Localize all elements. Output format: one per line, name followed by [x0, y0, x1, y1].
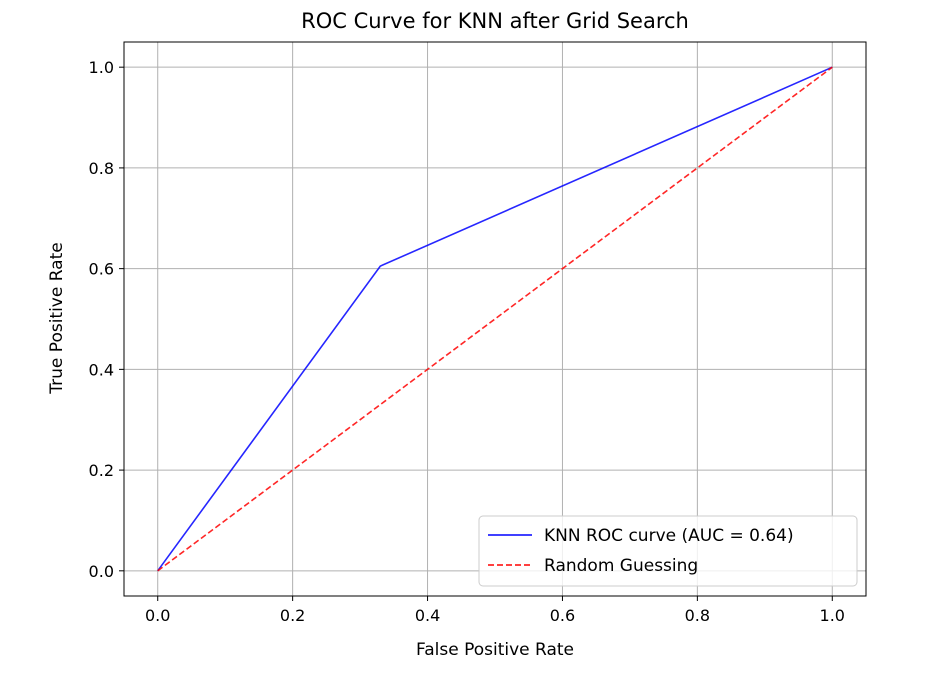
chart-title: ROC Curve for KNN after Grid Search	[301, 9, 689, 33]
plot-frame	[123, 41, 867, 597]
x-tick-label: 1.0	[820, 606, 845, 625]
x-tick-label: 0.2	[280, 606, 305, 625]
legend-label: Random Guessing	[544, 556, 698, 576]
grid	[124, 42, 866, 596]
y-tick-label: 0.8	[89, 159, 114, 178]
legend-label: KNN ROC curve (AUC = 0.64)	[544, 526, 794, 546]
y-tick-label: 0.4	[89, 360, 114, 379]
x-axis-label: False Positive Rate	[416, 640, 574, 660]
y-tick-label: 0.0	[89, 562, 114, 581]
legend-box	[478, 515, 858, 587]
series-layer	[157, 66, 833, 572]
y-tick-label: 1.0	[89, 58, 114, 77]
y-tick-label: 0.6	[89, 260, 114, 279]
y-axis-label: True Positive Rate	[47, 242, 67, 394]
x-tick-label: 0.8	[685, 606, 710, 625]
legend: KNN ROC curve (AUC = 0.64) Random Guessin…	[478, 515, 858, 587]
knn-roc-curve-line	[157, 66, 833, 572]
axis-ticks: 0.0 0.2 0.4 0.6 0.8 1.0 0.0 0.2 0.4 0.6 0.8 1.0	[89, 58, 845, 625]
x-tick-label: 0.0	[145, 606, 170, 625]
y-tick-label: 0.2	[89, 461, 114, 480]
x-tick-label: 0.6	[550, 606, 575, 625]
random-guessing-line	[157, 66, 833, 572]
x-tick-label: 0.4	[415, 606, 440, 625]
